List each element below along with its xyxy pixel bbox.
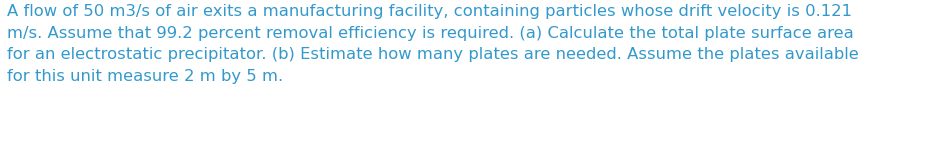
Text: A flow of 50 m3/s of air exits a manufacturing facility, containing particles wh: A flow of 50 m3/s of air exits a manufac… <box>7 4 858 84</box>
